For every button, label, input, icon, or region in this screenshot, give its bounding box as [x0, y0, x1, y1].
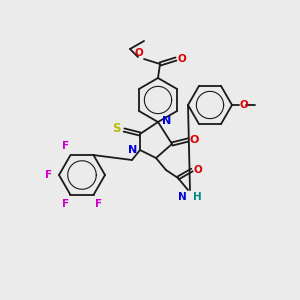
Text: H: H [193, 192, 202, 202]
Text: O: O [194, 165, 203, 175]
Text: O: O [178, 54, 187, 64]
Text: O: O [190, 135, 200, 145]
Text: O: O [240, 100, 249, 110]
Text: S: S [112, 122, 121, 136]
Text: N: N [178, 192, 187, 202]
Text: F: F [95, 199, 102, 208]
Text: F: F [62, 199, 69, 208]
Text: N: N [162, 116, 171, 126]
Text: N: N [128, 145, 137, 155]
Text: F: F [62, 141, 69, 152]
Text: O: O [134, 48, 143, 58]
Text: F: F [45, 170, 52, 180]
